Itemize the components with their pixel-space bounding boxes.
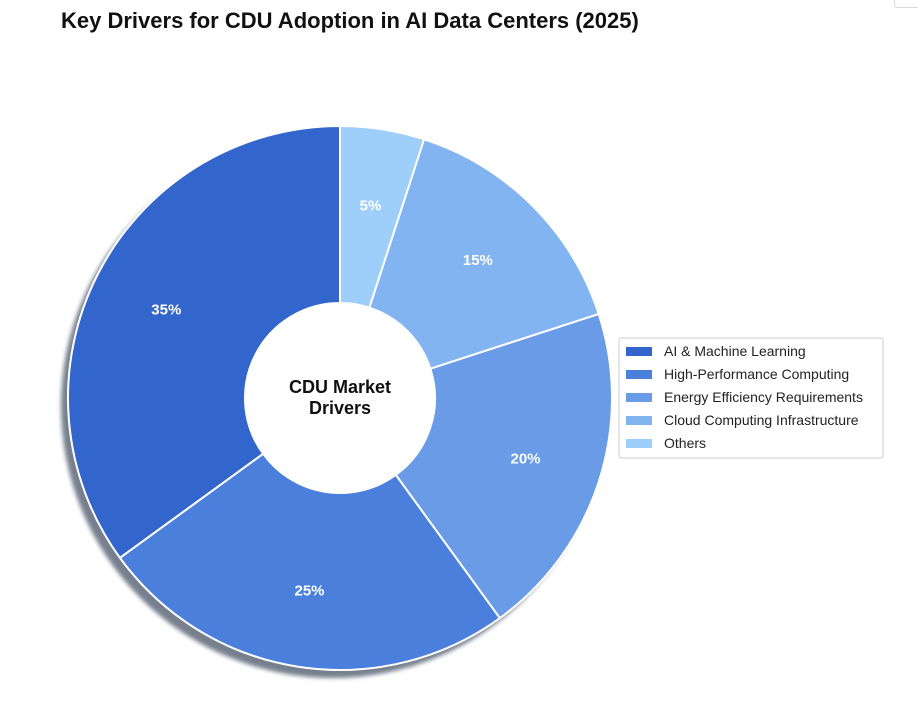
chart-title: Key Drivers for CDU Adoption in AI Data … <box>61 8 639 33</box>
legend-label-cloud-computing-infrastructure[interactable]: Cloud Computing Infrastructure <box>664 412 859 428</box>
legend-swatch-energy-efficiency-requirements <box>626 393 652 402</box>
chart-center: CDU Market Drivers <box>289 377 391 418</box>
chart-slices <box>67 124 613 671</box>
slice-label-cloud-computing-infrastructure: 15% <box>463 252 493 269</box>
chart-slice-labels: 35% 25% 20% 15% 5% <box>151 197 540 599</box>
center-label-line-1: CDU Market <box>289 377 391 397</box>
center-label-line-2: Drivers <box>309 398 371 418</box>
slice-label-others: 5% <box>360 197 382 214</box>
legend-swatch-ai-and-machine-learning <box>626 347 652 356</box>
donut-hole <box>245 303 435 493</box>
chart-legend: AI & Machine Learning High-Performance Co… <box>618 337 884 459</box>
legend-swatch-high-performance-computing <box>626 370 652 379</box>
legend-label-energy-efficiency-requirements[interactable]: Energy Efficiency Requirements <box>664 389 863 405</box>
slice-label-high-performance-computing: 25% <box>294 583 324 600</box>
legend-swatch-cloud-computing-infrastructure <box>626 416 652 425</box>
slice-label-energy-efficiency-requirements: 20% <box>510 450 540 467</box>
slice-label-ai-and-machine-learning: 35% <box>151 302 181 319</box>
legend-label-ai-and-machine-learning[interactable]: AI & Machine Learning <box>664 343 806 359</box>
legend-swatch-others <box>626 439 652 448</box>
legend-label-high-performance-computing[interactable]: High-Performance Computing <box>664 366 849 382</box>
corner-control[interactable] <box>894 0 918 8</box>
legend-label-others[interactable]: Others <box>664 435 706 451</box>
legend-box <box>618 337 884 459</box>
